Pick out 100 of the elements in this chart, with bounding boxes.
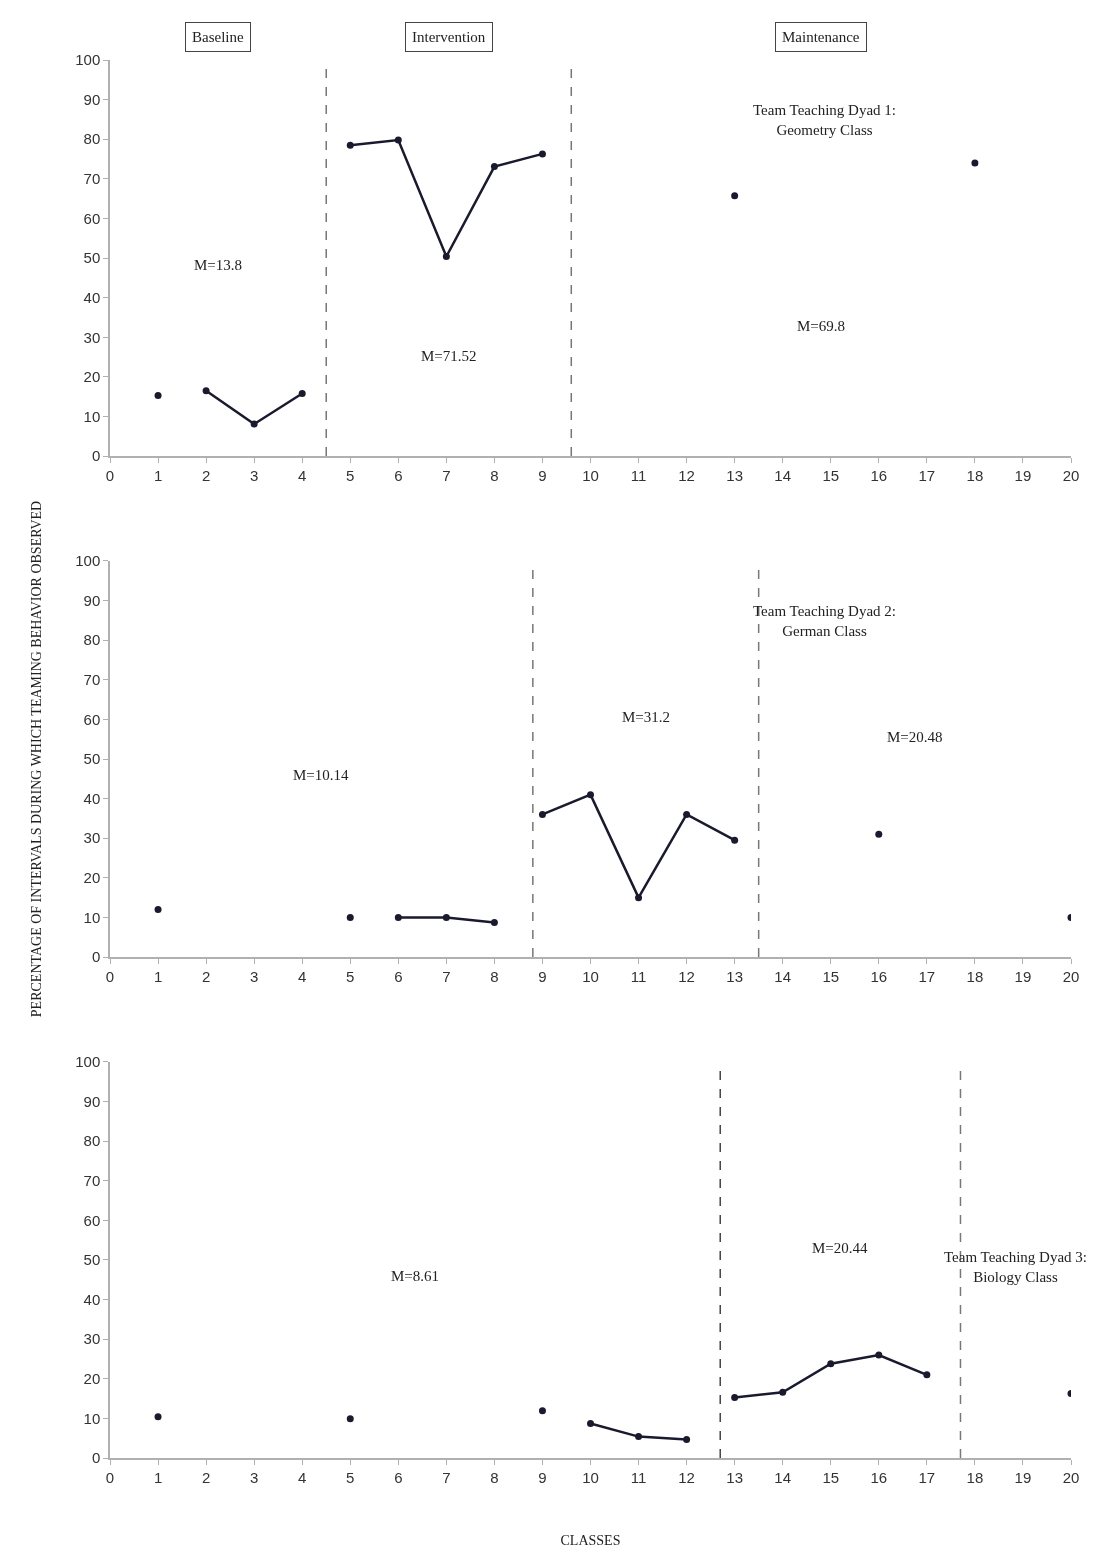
annotation: M=13.8 (194, 257, 243, 273)
x-tick-label: 5 (346, 1468, 355, 1486)
x-tick-label: 18 (966, 1468, 984, 1486)
x-tick-label: 3 (249, 1468, 259, 1486)
point (538, 150, 546, 158)
annotation: M=20.44 (812, 1240, 869, 1256)
x-tick-label: 2 (201, 1468, 211, 1486)
x-tick-label: 11 (630, 967, 647, 985)
y-tick-label: 10 (83, 1409, 101, 1427)
y-tick-label: 20 (83, 1370, 101, 1388)
x-tick-label: 9 (538, 466, 547, 484)
x-tick-label: 13 (726, 466, 743, 484)
x-tick-label: 12 (678, 466, 695, 484)
point (971, 159, 979, 167)
x-tick-label: 7 (442, 967, 451, 985)
annotation: Team Teaching Dyad 1: Geometry Class (753, 102, 896, 138)
x-tick-label: 7 (442, 1468, 451, 1486)
y-tick-label: 90 (83, 591, 101, 609)
point (731, 1393, 739, 1401)
x-tick-label: 15 (822, 1468, 840, 1486)
y-tick-label: 60 (83, 209, 101, 227)
x-tick-label: 0 (105, 1468, 115, 1486)
x-tick-label: 14 (774, 967, 792, 985)
y-tick-label: 50 (83, 1251, 101, 1269)
point (731, 192, 739, 200)
y-tick-label: 20 (83, 368, 101, 386)
point (490, 163, 498, 171)
x-tick-label: 15 (822, 466, 840, 484)
y-tick-label: 70 (83, 170, 101, 188)
point (923, 1371, 931, 1379)
x-tick-label: 14 (774, 466, 792, 484)
x-tick-label: 8 (490, 967, 499, 985)
x-tick-label: 9 (538, 967, 547, 985)
y-tick-label: 10 (83, 407, 101, 425)
x-tick-label: 10 (582, 466, 599, 484)
annotation: M=20.48 (887, 729, 943, 745)
x-tick-label: 6 (394, 967, 403, 985)
x-tick-label: 18 (966, 967, 984, 985)
x-tick-label: 17 (918, 967, 936, 985)
x-tick-label: 13 (726, 1468, 743, 1486)
x-tick-label: 15 (822, 967, 840, 985)
point (346, 1415, 354, 1423)
point (538, 1407, 546, 1415)
x-tick-label: 10 (582, 967, 599, 985)
point (731, 836, 739, 844)
x-tick-label: 16 (870, 466, 888, 484)
point (394, 913, 402, 921)
x-tick-label: 4 (298, 466, 307, 484)
text: Intervention (412, 29, 486, 45)
y-tick-label: 40 (83, 1290, 101, 1308)
x-tick-label: 9 (538, 1468, 547, 1486)
y-tick-label: 30 (83, 328, 101, 346)
x-tick-label: 1 (153, 1468, 163, 1486)
point (538, 810, 546, 818)
x-tick-label: 20 (1062, 967, 1080, 985)
y-tick-label: 20 (83, 869, 101, 887)
point (827, 1360, 835, 1368)
x-tick-label: 19 (1014, 1468, 1032, 1486)
y-tick-label: 90 (83, 1092, 101, 1110)
x-tick-label: 2 (201, 967, 211, 985)
y-tick-label: 100 (75, 552, 101, 570)
annotation: Team Teaching Dyad 3: Biology Class (944, 1249, 1087, 1285)
point (442, 913, 450, 921)
point (635, 894, 643, 902)
annotation: M=69.8 (797, 318, 846, 334)
y-tick-label: 10 (83, 908, 101, 926)
x-tick-label: 11 (630, 466, 647, 484)
point (298, 390, 306, 398)
point (587, 791, 594, 799)
y-tick-label: 0 (91, 948, 101, 966)
annotation: M=31.2 (622, 709, 671, 725)
y-tick-label: 100 (75, 1053, 101, 1071)
point (346, 913, 354, 921)
y-tick-label: 80 (83, 130, 101, 148)
x-tick-label: 16 (870, 967, 888, 985)
x-tick-label: 18 (966, 466, 984, 484)
y-tick-label: 60 (83, 710, 101, 728)
point (394, 136, 402, 144)
y-tick-label: 70 (83, 671, 101, 689)
x-tick-label: 5 (346, 967, 355, 985)
x-tick-label: 19 (1014, 466, 1032, 484)
point (442, 252, 450, 260)
x-tick-label: 14 (774, 1468, 792, 1486)
x-tick-label: 11 (630, 1468, 647, 1486)
x-tick-label: 6 (394, 1468, 403, 1486)
annotation: M=71.52 (421, 348, 477, 364)
annotation: M=10.14 (293, 767, 350, 783)
point (154, 906, 162, 914)
x-tick-label: 3 (249, 466, 259, 484)
y-tick-label: 0 (91, 1449, 101, 1467)
x-tick-label: 12 (678, 967, 695, 985)
point (683, 1435, 691, 1443)
y-tick-label: 80 (83, 631, 101, 649)
x-axis-title: CLASSES (560, 1532, 621, 1548)
y-tick-label: 90 (83, 90, 101, 108)
x-tick-label: 4 (298, 1468, 307, 1486)
y-axis-title: PERCENTAGE OF INTERVALS DURING WHICH TEAMING BEHAVIOR OBSERVED (29, 500, 45, 1018)
x-tick-label: 12 (678, 1468, 695, 1486)
y-tick-label: 100 (75, 51, 101, 69)
x-tick-label: 1 (153, 967, 163, 985)
